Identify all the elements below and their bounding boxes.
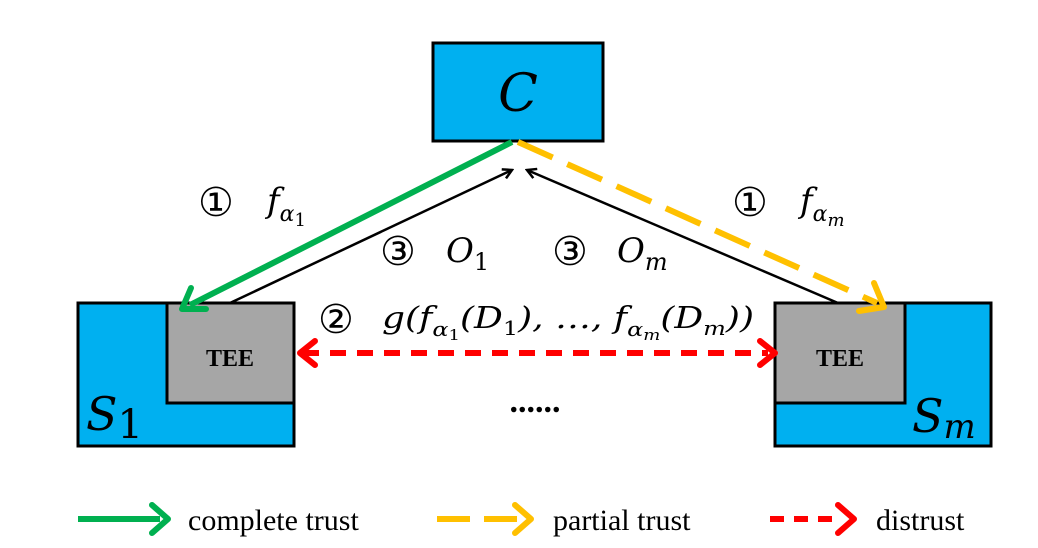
ellipsis: ...... bbox=[510, 383, 561, 420]
complete-trust-arrow bbox=[179, 139, 514, 312]
server-1-subscript: 1 bbox=[118, 402, 143, 448]
legend-partial-label: partial trust bbox=[553, 504, 691, 537]
server-1-tee-label: TEE bbox=[206, 346, 254, 372]
legend: complete trust partial trust distrust bbox=[78, 502, 965, 537]
legend-complete-label: complete trust bbox=[188, 504, 359, 537]
distrust-arrow bbox=[297, 338, 778, 368]
server-m-node: TEE Sm bbox=[773, 301, 993, 448]
legend-partial-arrowhead bbox=[512, 502, 534, 536]
legend-complete-arrowhead bbox=[149, 502, 171, 536]
server-1-node: TEE S1 bbox=[76, 301, 296, 448]
legend-partial-trust: partial trust bbox=[437, 502, 691, 537]
server-m-letter: S bbox=[912, 389, 944, 443]
step1-left-formula: fα1 bbox=[264, 181, 306, 231]
step3-right-circle: ③ bbox=[552, 229, 588, 274]
legend-distrust-label: distrust bbox=[876, 504, 965, 537]
step1-right-formula: fαm bbox=[797, 181, 845, 231]
return-arrow-right bbox=[527, 170, 839, 305]
step1-left-circle: ① bbox=[198, 180, 234, 225]
step1-right-label: ① fαm bbox=[732, 180, 845, 231]
server-m-label: Sm bbox=[912, 389, 976, 447]
legend-distrust-arrowhead bbox=[835, 502, 857, 536]
server-m-tee-box bbox=[773, 301, 907, 405]
step2-label: ② g(f α 1(D 1), …, f α m(D m)) bbox=[318, 297, 754, 344]
legend-complete-trust: complete trust bbox=[78, 502, 359, 537]
server-m-subscript: m bbox=[944, 407, 976, 447]
legend-distrust: distrust bbox=[770, 502, 965, 537]
step3-left-label: ③ O1 bbox=[380, 229, 489, 276]
step3-left-circle: ③ bbox=[380, 229, 416, 274]
server-1-letter: S bbox=[86, 387, 118, 441]
server-m-tee-label: TEE bbox=[816, 346, 864, 372]
return-arrow-left bbox=[229, 170, 512, 305]
step3-right-label: ③ Om bbox=[552, 229, 668, 276]
step2-formula: g(f α 1(D 1), …, f α m(D m)) bbox=[382, 301, 754, 344]
server-1-label: S1 bbox=[86, 387, 143, 448]
partial-trust-arrow bbox=[516, 139, 887, 314]
step3-left-formula: O1 bbox=[446, 231, 489, 276]
step1-right-circle: ① bbox=[732, 180, 768, 225]
step1-left-label: ① fα1 bbox=[198, 180, 306, 231]
step2-circle: ② bbox=[318, 297, 354, 342]
step3-right-formula: Om bbox=[617, 231, 668, 276]
client-label: C bbox=[498, 64, 538, 124]
client-node: C bbox=[431, 41, 605, 143]
client-box bbox=[431, 41, 605, 143]
